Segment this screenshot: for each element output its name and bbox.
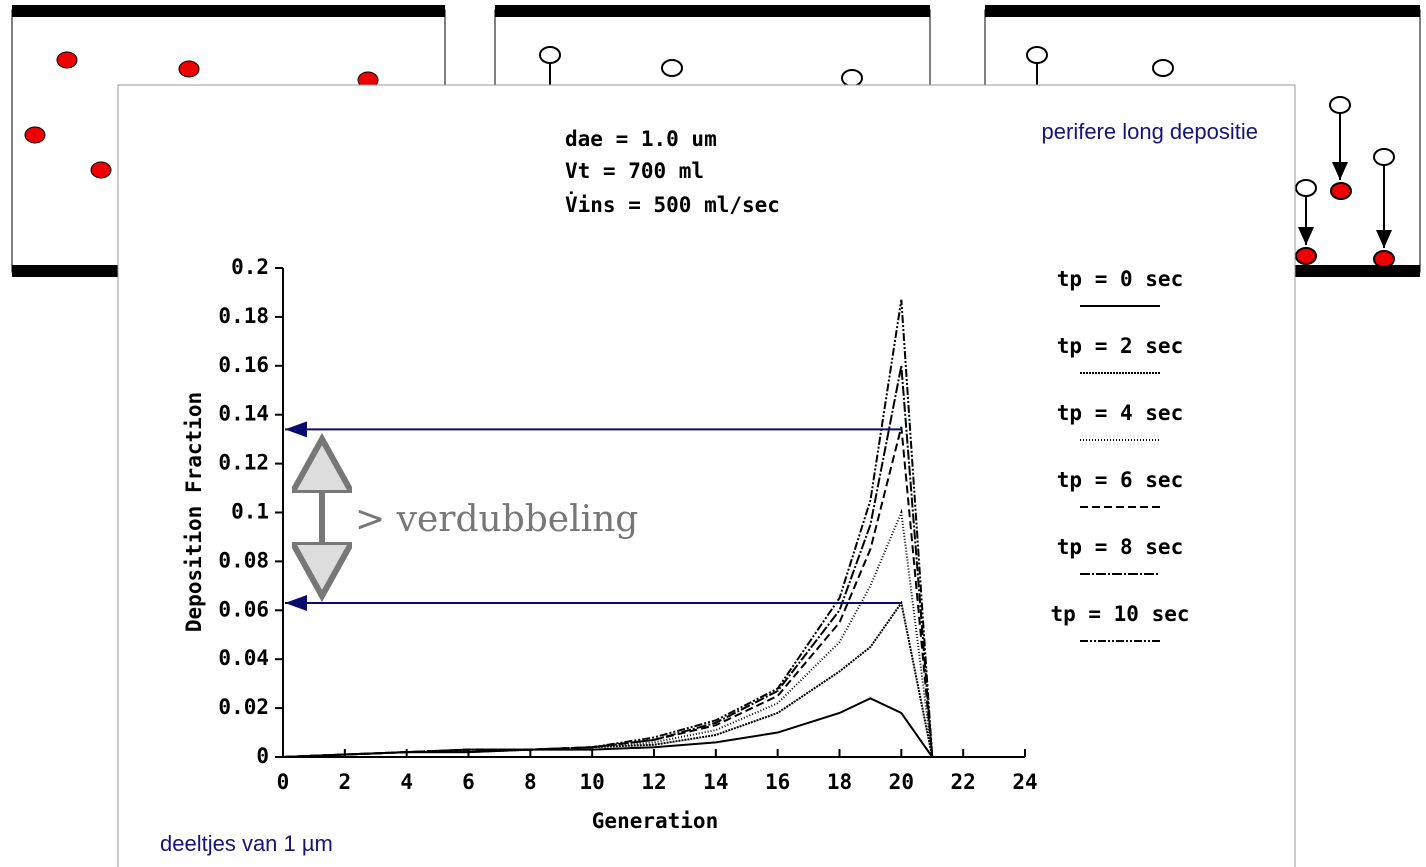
annotation: > verdubbeling bbox=[355, 499, 638, 540]
y-tick-label: 0.2 bbox=[231, 255, 269, 279]
y-tick-label: 0.1 bbox=[231, 500, 269, 524]
x-tick-label: 4 bbox=[400, 770, 413, 794]
y-axis-label: Deposition Fraction bbox=[182, 392, 206, 632]
footnote: deeltjes van 1 µm bbox=[160, 831, 333, 856]
y-tick-label: 0.02 bbox=[218, 695, 269, 719]
series-line bbox=[282, 299, 934, 758]
x-tick-label: 2 bbox=[339, 770, 352, 794]
x-tick-label: 12 bbox=[641, 770, 666, 794]
x-axis-label: Generation bbox=[592, 809, 718, 833]
y-tick-label: 0.08 bbox=[218, 548, 269, 572]
x-tick-label: 20 bbox=[889, 770, 914, 794]
y-tick-label: 0.12 bbox=[218, 451, 269, 475]
legend-label: tp = 6 sec bbox=[1057, 468, 1183, 492]
y-tick-label: 0.18 bbox=[218, 304, 269, 328]
x-tick-label: 0 bbox=[277, 770, 290, 794]
header-line: Vt = 700 ml bbox=[565, 159, 704, 183]
series-line bbox=[282, 365, 934, 758]
legend-label: tp = 8 sec bbox=[1057, 535, 1183, 559]
x-tick-label: 16 bbox=[765, 770, 790, 794]
x-tick-label: 10 bbox=[580, 770, 605, 794]
y-tick-label: 0 bbox=[256, 744, 269, 768]
y-tick-label: 0.04 bbox=[218, 646, 269, 670]
legend-label: tp = 2 sec bbox=[1057, 334, 1183, 358]
x-tick-label: 18 bbox=[827, 770, 852, 794]
y-tick-label: 0.14 bbox=[218, 402, 269, 426]
x-tick-label: 8 bbox=[524, 770, 537, 794]
legend-label: tp = 10 sec bbox=[1050, 602, 1189, 626]
legend-label: tp = 4 sec bbox=[1057, 401, 1183, 425]
legend-label: tp = 0 sec bbox=[1057, 267, 1183, 291]
corner-title: perifere long depositie bbox=[1042, 119, 1258, 144]
x-tick-label: 22 bbox=[951, 770, 976, 794]
x-tick-label: 24 bbox=[1012, 770, 1037, 794]
header-line: V̇ins = 500 ml/sec bbox=[565, 191, 780, 217]
header-line: dae = 1.0 um bbox=[565, 127, 717, 151]
y-tick-label: 0.06 bbox=[218, 597, 269, 621]
x-tick-label: 14 bbox=[703, 770, 728, 794]
y-tick-label: 0.16 bbox=[218, 353, 269, 377]
x-tick-label: 6 bbox=[462, 770, 475, 794]
